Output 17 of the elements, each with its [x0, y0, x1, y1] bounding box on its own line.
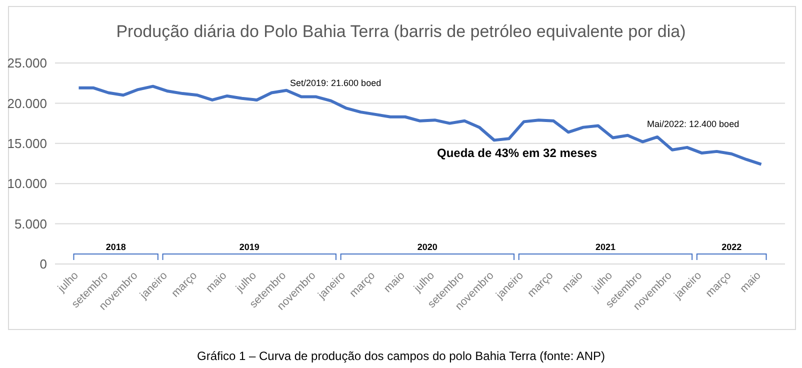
y-tick-label: 20.000: [7, 96, 47, 111]
annotation: Mai/2022: 12.400 boed: [647, 119, 740, 129]
chart-title: Produção diária do Polo Bahia Terra (barris de petróleo equivalente por dia): [115, 22, 687, 42]
y-tick-label: 5.000: [14, 216, 47, 232]
annotation: 2018: [106, 242, 126, 252]
annotation: 2021: [595, 242, 616, 252]
annotation: Set/2019: 21.600 boed: [290, 78, 382, 88]
y-tick-label: 0: [40, 256, 47, 272]
line-series: [77, 84, 763, 166]
y-tick-label: 10.000: [7, 176, 47, 192]
annotation: 2019: [239, 242, 260, 252]
y-tick-label: 25.000: [7, 56, 47, 71]
annotation: 2020: [417, 242, 438, 252]
text: Gráfico 1 – Curva de produção dos campos do polo Bahia Terra (fonte: ANP): [196, 349, 606, 363]
y-tick-label: 15.000: [7, 136, 47, 152]
annotation: Queda de 43% em 32 meses: [437, 146, 598, 160]
annotation: 2022: [722, 242, 742, 252]
